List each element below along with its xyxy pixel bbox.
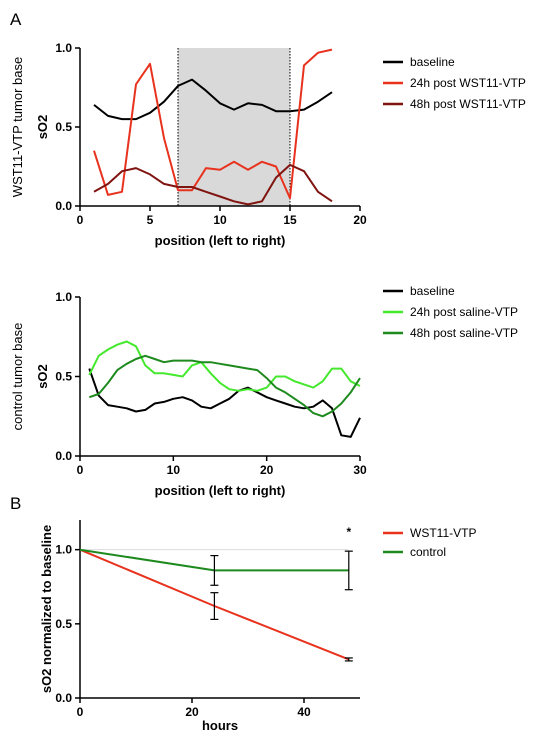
series-line-1 — [88, 340, 361, 392]
y-tick-label: 0.5 — [55, 370, 72, 384]
legend-label: control — [410, 545, 446, 559]
chart-normalized-so2-over-time: 0.0 0.5 1.0 0 20 40 hours sO2 normalized to bas… — [39, 520, 476, 733]
legend-label: 24h post WST11-VTP — [410, 76, 526, 90]
legend-label: 48h post WST11-VTP — [410, 97, 526, 111]
chart-control-tumor-base: 0.0 0.5 1.0 0 10 20 30 position (left to right)… — [10, 284, 518, 498]
y-tick-label: 0.5 — [55, 120, 72, 134]
y-tick-label: 0.0 — [55, 199, 72, 213]
x-tick-label: 10 — [167, 463, 181, 477]
panel-side-label: WST11-VTP tumor base — [10, 57, 25, 197]
x-tick-label: 30 — [353, 463, 367, 477]
significance-asterisk: * — [346, 525, 351, 539]
x-axis-title: position (left to right) — [155, 233, 286, 248]
y-axis-title: sO2 — [35, 115, 50, 140]
panel-side-label: control tumor base — [10, 323, 25, 431]
y-tick-label: 0.0 — [55, 449, 72, 463]
x-tick-label: 20 — [185, 705, 199, 719]
series-line-2 — [93, 163, 333, 206]
legend-label: baseline — [410, 284, 455, 298]
x-tick-label: 15 — [283, 213, 297, 227]
y-tick-label: 0.5 — [55, 617, 72, 631]
x-tick-label: 0 — [77, 705, 84, 719]
series-line-2 — [88, 354, 361, 418]
x-tick-label: 10 — [213, 213, 227, 227]
panel-a-letter: A — [10, 10, 22, 29]
legend-label: baseline — [410, 55, 455, 69]
x-tick-label: 20 — [260, 463, 274, 477]
y-axis-title: sO2 — [35, 364, 50, 389]
x-tick-label: 0 — [77, 463, 84, 477]
y-tick-label: 0.0 — [55, 691, 72, 705]
legend-label: 24h post saline-VTP — [410, 305, 518, 319]
x-tick-label: 40 — [297, 705, 311, 719]
y-tick-label: 1.0 — [55, 290, 72, 304]
x-tick-label: 0 — [77, 213, 84, 227]
x-axis-title: hours — [202, 718, 238, 733]
legend-label: WST11-VTP — [410, 526, 476, 540]
series-line-0 — [93, 78, 333, 121]
panel-b-letter: B — [10, 494, 21, 513]
series-line-1 — [93, 48, 333, 200]
y-tick-label: 1.0 — [55, 543, 72, 557]
series-line-0 — [88, 368, 361, 438]
y-tick-label: 1.0 — [55, 41, 72, 55]
chart-wst11-vtp-tumor-base: 0.0 0.5 1.0 0 5 10 15 20 position (left to right… — [10, 41, 526, 248]
x-tick-label: 20 — [353, 213, 367, 227]
legend-label: 48h post saline-VTP — [410, 326, 518, 340]
x-tick-label: 5 — [147, 213, 154, 227]
x-axis-title: position (left to right) — [155, 483, 286, 498]
shaded-region — [178, 48, 290, 206]
y-axis-title: sO2 normalized to baseline — [39, 525, 54, 693]
